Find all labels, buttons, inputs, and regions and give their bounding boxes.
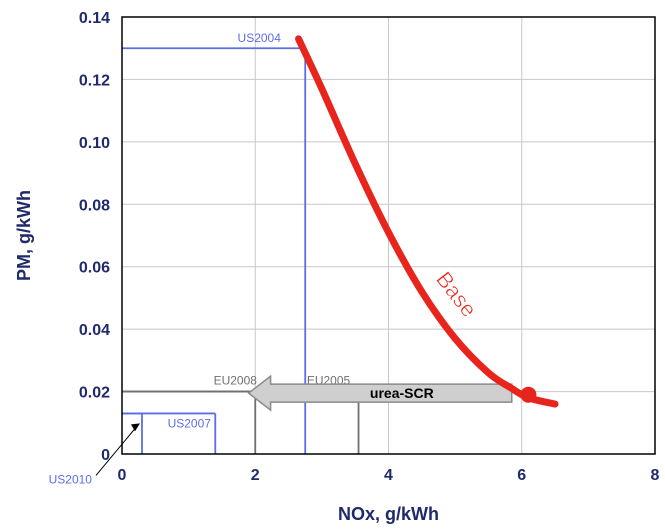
y-tick-label: 0.04	[79, 322, 110, 339]
standard-label: US2010	[49, 472, 93, 486]
standard-pointer	[95, 427, 137, 476]
y-tick-label: 0.12	[79, 72, 110, 89]
arrow-shape	[247, 374, 513, 412]
y-tick-label: 0.02	[79, 385, 110, 402]
y-tick-label: 0	[101, 447, 110, 464]
y-tick-label: 0.10	[79, 135, 110, 152]
x-tick-label: 6	[517, 467, 526, 484]
urea-scr-arrow: urea-SCR	[247, 374, 513, 412]
standard-label: EU2008	[214, 374, 258, 388]
standard-pointer-head	[130, 423, 140, 432]
x-axis-label: NOx, g/kWh	[338, 504, 439, 524]
x-tick-label: 2	[251, 467, 260, 484]
y-tick-label: 0.06	[79, 260, 110, 277]
x-tick-label: 8	[651, 467, 660, 484]
series-line-base	[295, 35, 559, 408]
y-axis-label: PM, g/kWh	[14, 190, 34, 281]
arrow-label: urea-SCR	[370, 385, 434, 401]
series-marker-base	[520, 386, 537, 403]
y-tick-label: 0.08	[79, 197, 110, 214]
x-tick-label: 0	[118, 467, 127, 484]
plot-frame	[121, 16, 656, 455]
y-tick-label: 0.14	[79, 10, 110, 27]
x-tick-label: 4	[384, 467, 393, 484]
tick-labels: 0 2 4 6 8 0 0.02 0.04 0.06 0.08 0.10 0.12 0.14	[79, 10, 660, 484]
standard-label: US2007	[168, 416, 212, 430]
standard-label: US2004	[238, 31, 282, 45]
